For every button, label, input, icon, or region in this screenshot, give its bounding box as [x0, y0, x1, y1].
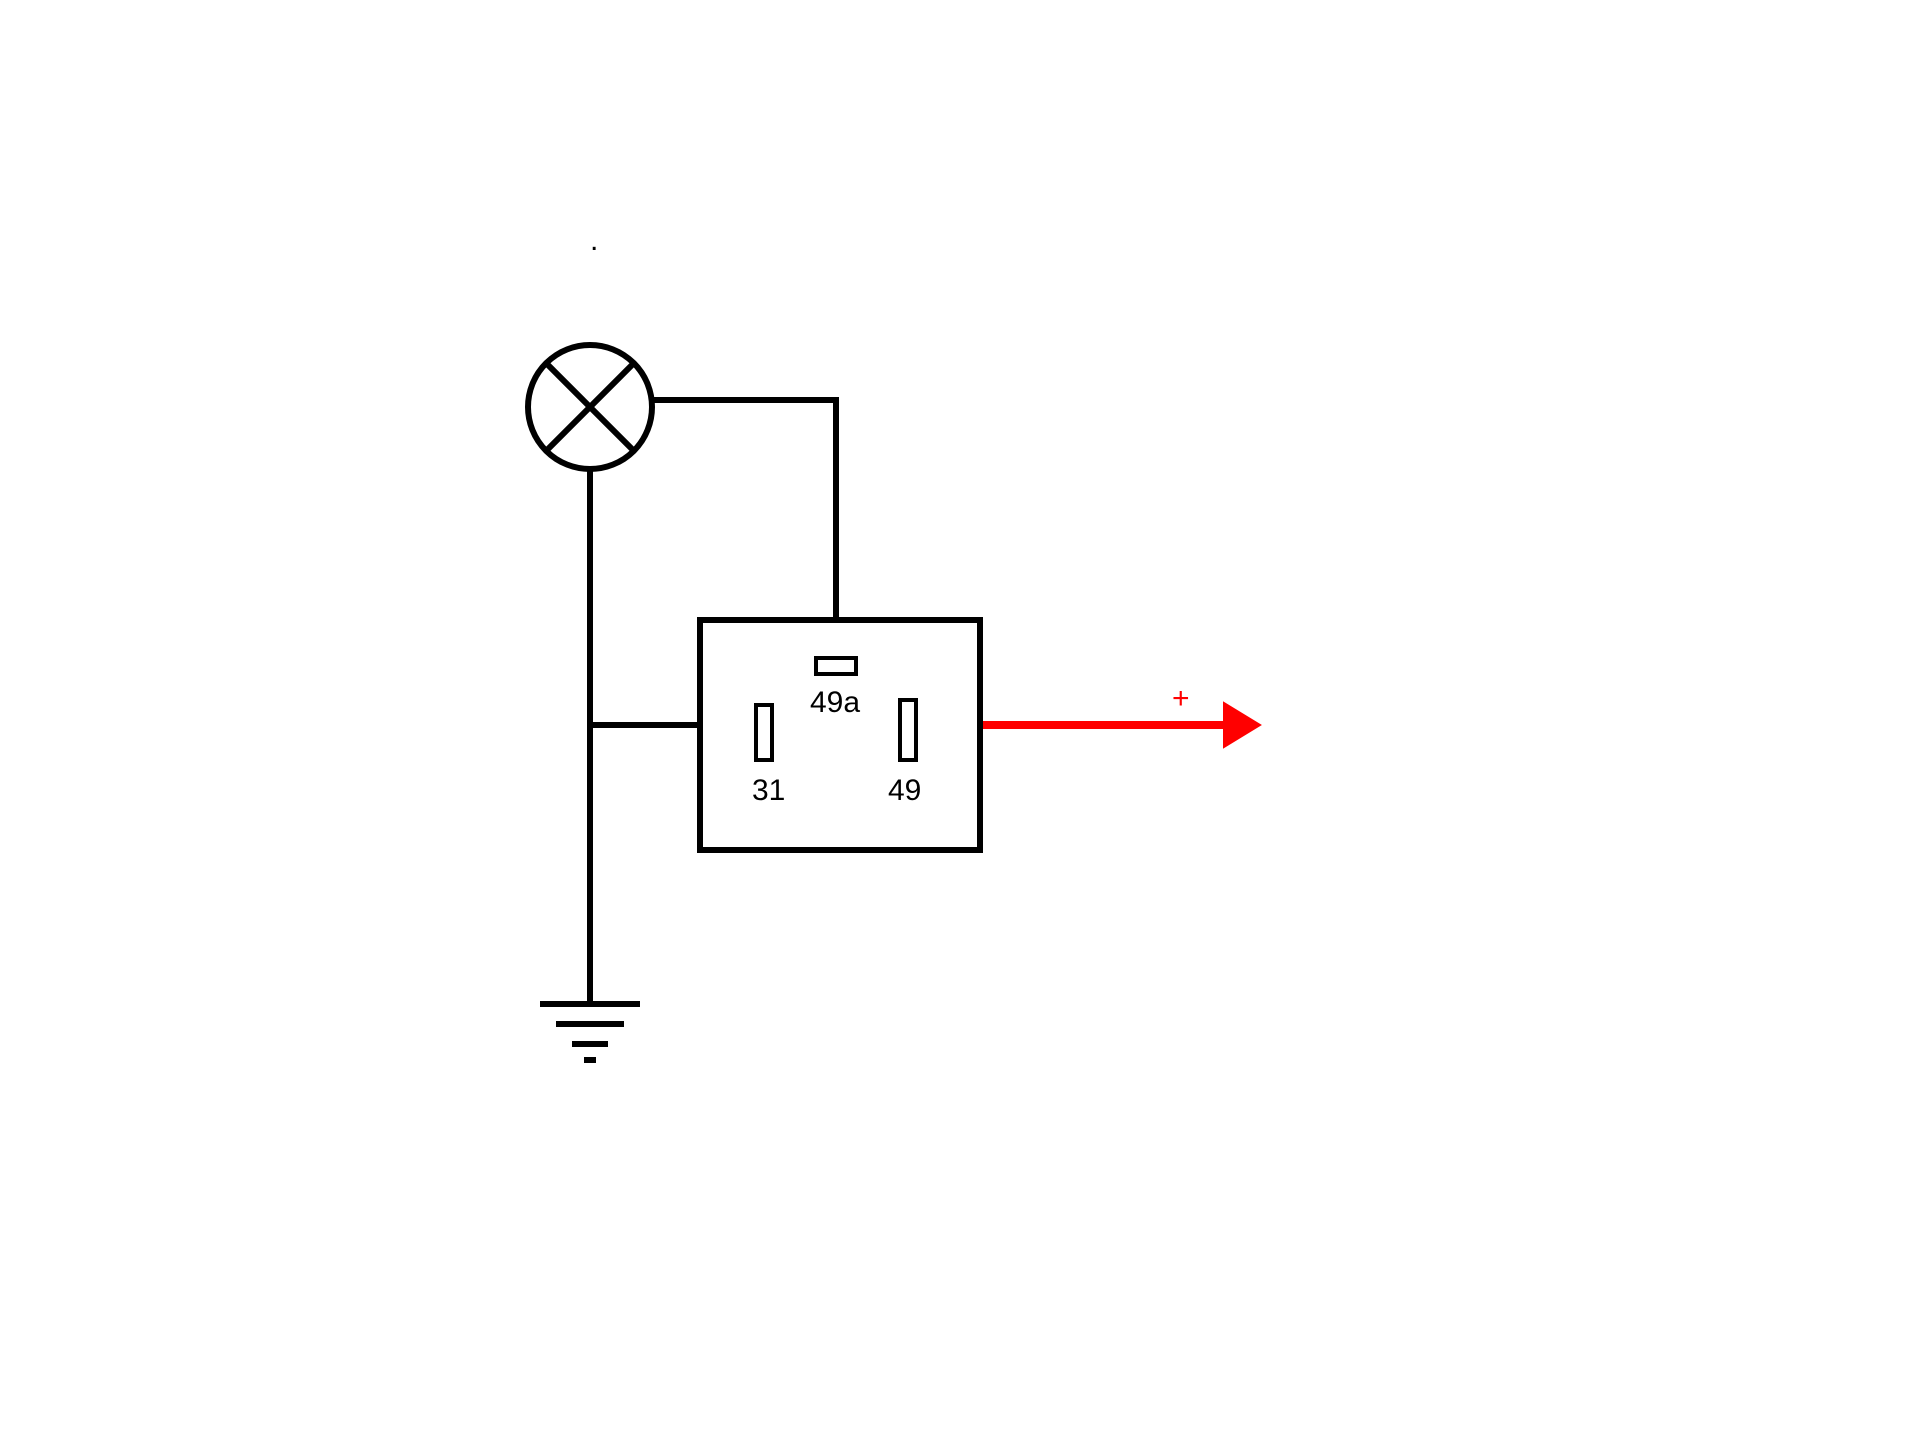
- relay-box-group: 49a 31 49: [700, 620, 980, 850]
- label-49: 49: [888, 774, 921, 807]
- terminal-49a: [816, 658, 856, 674]
- stray-mark: .: [590, 224, 598, 257]
- flasher-relay-circuit-diagram: 49a 31 49 + .: [0, 0, 1920, 1440]
- label-49a: 49a: [810, 686, 860, 719]
- wire-lamp-to-49a: [652, 400, 836, 638]
- power-arrow-head: [1224, 703, 1260, 747]
- lamp-symbol: [528, 345, 652, 469]
- label-31: 31: [752, 774, 785, 807]
- ground-symbol: [540, 1004, 640, 1060]
- terminal-31: [756, 705, 772, 760]
- terminal-49: [900, 700, 916, 760]
- power-plus-label: +: [1172, 682, 1190, 715]
- relay-box: [700, 620, 980, 850]
